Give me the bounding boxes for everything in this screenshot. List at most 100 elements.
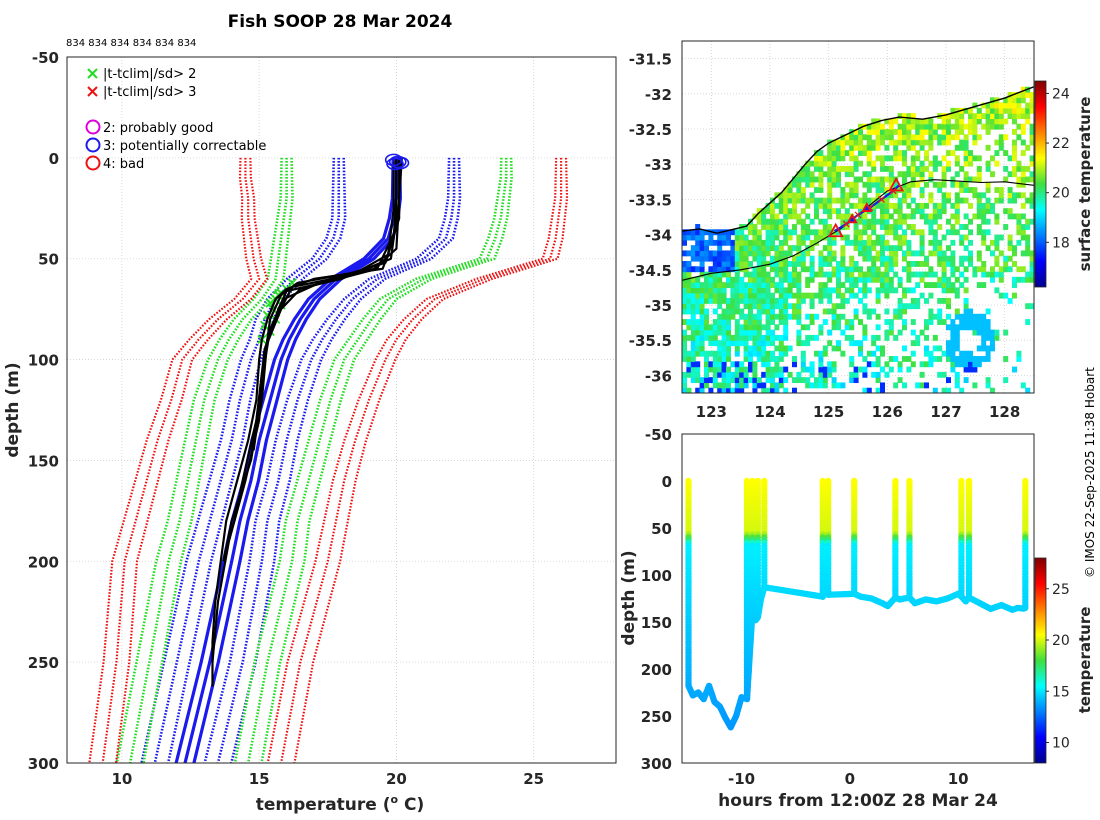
sst-cell (871, 245, 877, 252)
sst-cell (704, 361, 709, 368)
sst-cell (871, 139, 877, 146)
sst-cell (778, 271, 784, 278)
sst-cell (906, 123, 912, 130)
sst-cell (990, 329, 995, 336)
sst-cell (836, 208, 841, 215)
sst-cell (690, 287, 696, 294)
sst-cell (1012, 113, 1017, 120)
sst-cell (875, 313, 881, 320)
sst-cell (844, 334, 850, 341)
sst-cell (783, 287, 789, 294)
sst-cell (695, 292, 701, 299)
sst-cell (932, 134, 938, 141)
sst-cell (778, 250, 784, 257)
sst-cell (730, 377, 736, 384)
sst-cell (1003, 118, 1009, 125)
sst-cell (809, 197, 815, 204)
sst-cell (704, 371, 709, 378)
sst-cell (853, 340, 859, 347)
sst-cell (915, 118, 921, 125)
sst-cell (941, 287, 947, 294)
sst-cell (915, 134, 921, 141)
sst-cell (704, 276, 709, 283)
sst-cell (831, 181, 837, 188)
sst-cell (682, 356, 687, 362)
sst-cell (875, 387, 881, 393)
sst-cell (726, 255, 731, 262)
sst-cell (919, 144, 925, 151)
sst-cell (792, 276, 797, 283)
sst-cell (888, 165, 894, 172)
sst-cell (981, 102, 987, 109)
sst-cell (743, 255, 749, 262)
sst-cell (862, 144, 868, 151)
sst-cell (919, 192, 925, 199)
sst-cell (985, 334, 991, 341)
sst-cell (902, 234, 907, 241)
sst-cell (985, 319, 991, 325)
sst-cell (950, 329, 956, 336)
sst-cell (770, 340, 775, 347)
sst-cell (897, 313, 903, 320)
sst-cell (866, 387, 872, 393)
sst-cell (831, 366, 837, 373)
profile-x-tick: 20 (386, 770, 407, 788)
sst-cell (1003, 377, 1009, 384)
map-marks (682, 86, 1034, 393)
sst-cell (954, 345, 960, 352)
sst-cell (1020, 129, 1026, 135)
sst-cell (853, 192, 859, 199)
sst-cell (690, 245, 696, 252)
sst-cell (963, 213, 969, 220)
sst-cell (972, 118, 978, 125)
sst-cell (708, 255, 714, 262)
sst-cell (1020, 181, 1026, 188)
sst-cell (888, 129, 894, 135)
sst-cell (695, 324, 701, 331)
sst-cell (721, 387, 727, 393)
sst-cell (748, 229, 753, 236)
sst-cell (1016, 97, 1022, 104)
sst-cell (858, 176, 863, 183)
sst-cell (787, 229, 793, 236)
sst-cell (888, 329, 894, 336)
sst-cell (774, 234, 780, 241)
sst-cell (858, 234, 863, 241)
section-y-tick: 50 (651, 520, 672, 538)
sst-cell (739, 377, 745, 384)
sst-cell (827, 208, 833, 215)
sst-cell (809, 192, 815, 199)
sst-cell (976, 107, 982, 114)
sst-cell (765, 282, 771, 288)
sst-cell (880, 271, 885, 278)
sst-cell (1029, 250, 1034, 257)
sst-cell (822, 197, 828, 204)
sst-cell (814, 229, 819, 236)
sst-cell (774, 192, 780, 199)
sst-cell (919, 134, 925, 141)
sst-cell (1016, 350, 1022, 357)
sst-cell (954, 292, 960, 299)
sst-cell (814, 234, 819, 241)
sst-cell (690, 319, 696, 325)
sst-cell (756, 255, 762, 262)
sst-cell (1016, 229, 1022, 236)
sst-cell (686, 303, 692, 310)
sst-cell (726, 324, 731, 331)
sst-cell (950, 250, 956, 257)
sst-cell (880, 387, 885, 393)
sst-cell (906, 271, 912, 278)
map-colorbar-label: surface temperature (1076, 97, 1094, 272)
sst-cell (818, 287, 824, 294)
sst-cell (893, 224, 899, 230)
sst-cell (792, 356, 797, 362)
sst-cell (915, 297, 921, 304)
sst-cell (1003, 266, 1009, 273)
sst-cell (743, 282, 749, 288)
sst-cell (686, 266, 692, 273)
sst-cell (717, 340, 723, 347)
sst-cell (778, 377, 784, 384)
sst-cell (906, 250, 912, 257)
sst-cell (893, 129, 899, 135)
sst-cell (726, 297, 731, 304)
